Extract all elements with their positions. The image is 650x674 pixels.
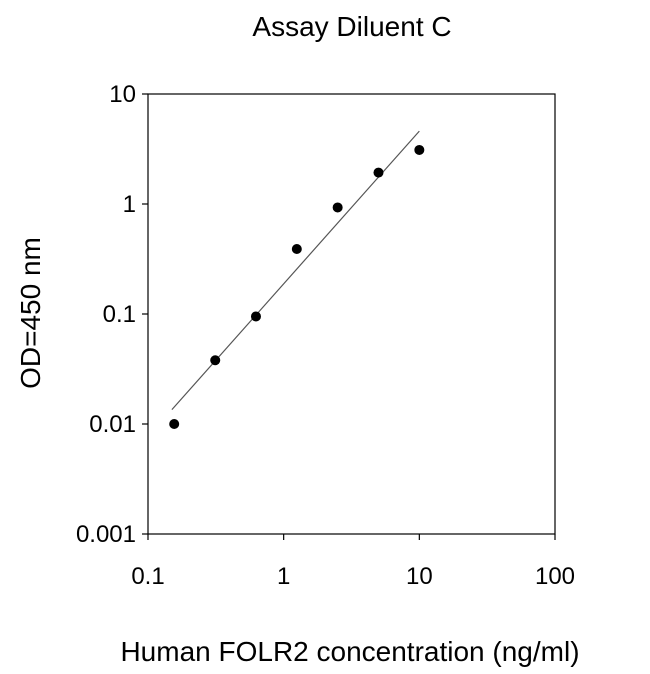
x-tick-label: 10 (406, 563, 433, 590)
chart-title: Assay Diluent C (252, 11, 451, 42)
y-axis-label: OD=450 nm (15, 237, 46, 389)
data-point (291, 243, 302, 254)
data-point (250, 311, 261, 322)
x-tick-label: 1 (277, 563, 290, 590)
y-axis: 0.001 0.01 0.1 1 10 (76, 81, 148, 548)
y-tick-label: 0.01 (89, 411, 136, 438)
y-tick-label: 10 (109, 81, 136, 108)
data-point (414, 144, 425, 155)
x-tick-label: 0.1 (131, 563, 164, 590)
x-axis: 0.1 1 10 100 (131, 534, 575, 590)
y-tick-label: 1 (123, 191, 136, 218)
data-point (332, 202, 343, 213)
data-point (169, 419, 180, 429)
x-tick-label: 100 (535, 563, 575, 590)
y-tick-label: 0.1 (103, 301, 136, 328)
x-axis-label: Human FOLR2 concentration (ng/ml) (120, 636, 579, 667)
data-points (169, 144, 425, 429)
plot-area (147, 93, 556, 535)
y-tick-label: 0.001 (76, 521, 136, 548)
data-point (373, 167, 384, 178)
data-point (210, 355, 221, 366)
